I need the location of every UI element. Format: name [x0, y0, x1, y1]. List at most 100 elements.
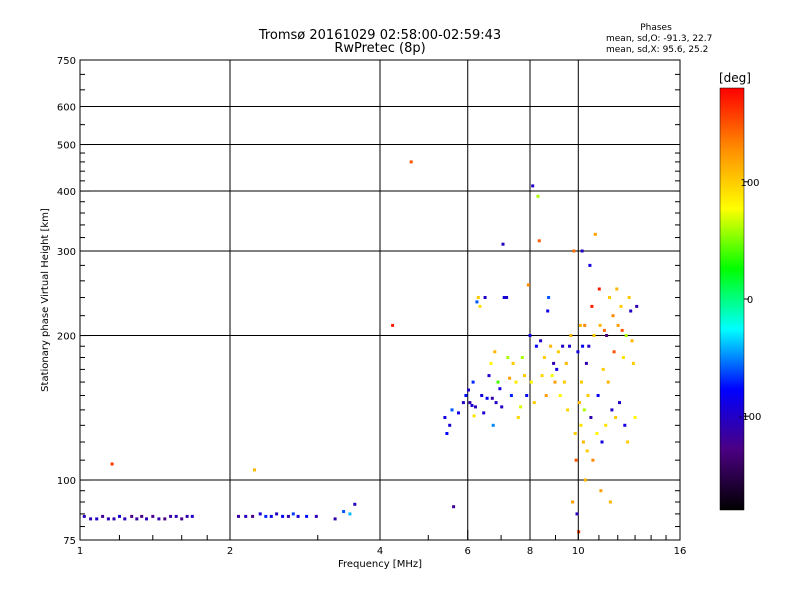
data-point: [583, 323, 587, 327]
data-point: [489, 361, 493, 365]
data-point: [82, 514, 86, 518]
data-point: [537, 239, 541, 243]
x-tick-label: 16: [674, 546, 687, 557]
y-tick-label: 75: [63, 536, 76, 547]
data-point: [457, 411, 460, 415]
data-point: [140, 514, 144, 518]
data-point: [555, 367, 559, 371]
data-point: [443, 416, 447, 419]
data-point: [546, 309, 550, 313]
data-point: [496, 380, 500, 384]
data-point: [629, 309, 633, 313]
data-point: [135, 517, 139, 521]
data-point: [448, 423, 452, 427]
colorbar-tick-label: 0: [747, 295, 753, 306]
data-point: [586, 394, 590, 397]
data-point: [602, 328, 606, 332]
data-point: [589, 416, 593, 419]
data-point: [624, 334, 628, 337]
data-point: [475, 300, 479, 304]
data-point: [571, 500, 575, 504]
data-point: [614, 416, 618, 419]
data-point: [89, 517, 93, 521]
data-point: [498, 387, 502, 391]
data-point: [579, 423, 583, 427]
data-point: [573, 432, 577, 435]
data-point: [480, 394, 484, 397]
data-point: [596, 394, 600, 397]
data-point: [572, 249, 576, 253]
data-point: [130, 514, 134, 518]
x-tick-label: 6: [465, 546, 471, 557]
data-point: [608, 500, 612, 504]
data-point: [612, 350, 616, 354]
data-point: [483, 296, 487, 299]
data-point: [391, 323, 395, 327]
data-point: [470, 404, 474, 407]
data-point: [464, 394, 468, 397]
data-point: [581, 440, 585, 444]
data-point: [601, 367, 605, 371]
data-point: [619, 304, 623, 308]
data-point: [461, 401, 465, 405]
x-tick-label: 10: [572, 546, 585, 557]
data-point: [536, 194, 540, 198]
data-point: [145, 517, 148, 521]
data-point: [501, 242, 505, 246]
data-point: [558, 394, 562, 397]
data-point: [610, 408, 614, 412]
data-point: [511, 361, 515, 365]
data-point: [506, 356, 510, 359]
data-point: [615, 287, 619, 291]
data-point: [582, 408, 586, 412]
data-point: [452, 505, 456, 509]
data-point: [616, 323, 620, 327]
data-point: [561, 344, 565, 348]
data-point: [291, 512, 295, 516]
y-tick-label: 300: [57, 247, 76, 258]
data-point: [542, 356, 546, 359]
data-point: [450, 408, 454, 412]
data-point: [590, 304, 594, 308]
data-point: [581, 344, 585, 348]
data-point: [588, 263, 592, 267]
data-point: [633, 416, 637, 419]
data-point: [626, 440, 630, 444]
data-point: [580, 380, 583, 384]
data-point: [296, 514, 300, 518]
data-point: [244, 514, 248, 518]
data-point: [623, 423, 627, 427]
data-point: [353, 502, 357, 506]
data-point: [305, 514, 309, 518]
data-point: [281, 514, 285, 518]
data-point: [500, 405, 504, 409]
y-axis-ticks: 75 100 200 300 400 500 600 750: [57, 56, 680, 547]
data-point: [493, 350, 497, 354]
x-tick-label: 2: [227, 546, 233, 557]
data-point: [552, 361, 556, 365]
data-point: [606, 380, 610, 384]
data-point: [163, 517, 167, 521]
data-point: [618, 401, 621, 405]
data-point: [342, 510, 346, 513]
data-point: [578, 323, 582, 327]
data-point: [190, 514, 194, 518]
data-point: [169, 514, 173, 518]
data-point: [333, 517, 337, 521]
colorbar-tick-label: -100: [739, 412, 762, 423]
data-point: [269, 514, 273, 518]
colorbar-unit-label: [deg]: [719, 71, 751, 85]
data-point: [123, 517, 127, 521]
grid-lines: [80, 60, 680, 540]
colorbar: [719, 87, 745, 511]
data-point: [467, 388, 470, 392]
data-point: [584, 361, 588, 365]
data-point: [237, 514, 240, 518]
data-point: [151, 514, 155, 518]
data-point: [157, 517, 161, 521]
data-point: [275, 512, 279, 516]
y-tick-label: 200: [57, 332, 76, 343]
data-point: [180, 517, 184, 521]
data-point: [534, 344, 538, 348]
